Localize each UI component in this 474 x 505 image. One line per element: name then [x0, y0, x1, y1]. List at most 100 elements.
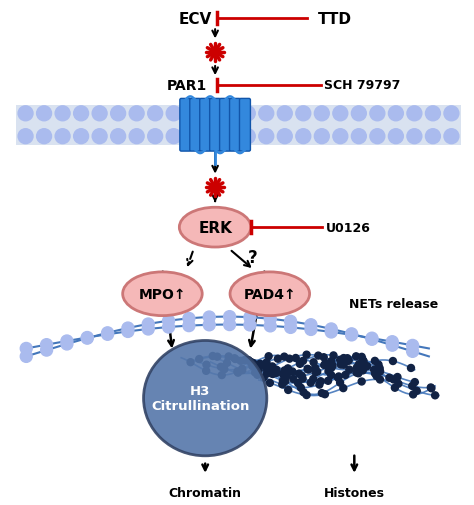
Circle shape: [255, 367, 262, 374]
Circle shape: [376, 376, 383, 383]
Circle shape: [358, 378, 365, 385]
Circle shape: [222, 107, 237, 122]
Circle shape: [254, 372, 261, 379]
Circle shape: [224, 360, 230, 367]
Circle shape: [304, 366, 311, 373]
Circle shape: [319, 390, 325, 397]
Circle shape: [148, 129, 163, 144]
Circle shape: [300, 358, 307, 365]
Circle shape: [284, 365, 292, 372]
Circle shape: [81, 332, 93, 344]
Circle shape: [286, 356, 293, 363]
Circle shape: [122, 322, 134, 334]
Circle shape: [279, 381, 286, 388]
Circle shape: [353, 353, 360, 360]
Circle shape: [427, 384, 434, 391]
Circle shape: [224, 319, 236, 331]
Circle shape: [299, 373, 305, 380]
Circle shape: [409, 383, 416, 390]
Circle shape: [296, 107, 311, 122]
Circle shape: [163, 322, 174, 333]
Circle shape: [129, 129, 144, 144]
Circle shape: [245, 357, 252, 364]
Circle shape: [346, 329, 357, 341]
Circle shape: [366, 334, 378, 345]
Circle shape: [340, 355, 347, 362]
Circle shape: [373, 373, 380, 380]
Circle shape: [247, 359, 254, 366]
Circle shape: [407, 107, 422, 122]
Circle shape: [337, 379, 344, 386]
Circle shape: [61, 335, 73, 347]
Ellipse shape: [179, 208, 251, 247]
Circle shape: [269, 371, 276, 378]
Circle shape: [249, 363, 256, 370]
Circle shape: [253, 362, 259, 369]
Circle shape: [355, 368, 362, 375]
Circle shape: [36, 129, 52, 144]
Circle shape: [325, 368, 332, 375]
Circle shape: [239, 367, 246, 374]
Circle shape: [410, 391, 417, 398]
Circle shape: [232, 356, 239, 363]
Circle shape: [394, 374, 401, 381]
Circle shape: [390, 376, 397, 383]
Circle shape: [185, 129, 200, 144]
Circle shape: [372, 370, 379, 377]
Circle shape: [81, 332, 93, 344]
Circle shape: [305, 324, 317, 336]
Circle shape: [364, 363, 371, 370]
Circle shape: [372, 358, 378, 365]
Circle shape: [359, 367, 366, 374]
Circle shape: [320, 354, 327, 361]
FancyBboxPatch shape: [200, 99, 210, 152]
Circle shape: [142, 323, 154, 335]
Text: MPO↑: MPO↑: [139, 287, 186, 301]
Circle shape: [355, 370, 362, 377]
Circle shape: [231, 355, 238, 362]
Circle shape: [101, 329, 114, 340]
Circle shape: [256, 361, 264, 368]
Circle shape: [203, 312, 215, 323]
Circle shape: [388, 129, 403, 144]
Circle shape: [264, 370, 271, 377]
Circle shape: [325, 378, 331, 384]
Text: ECV: ECV: [179, 12, 212, 27]
Circle shape: [277, 129, 292, 144]
Circle shape: [269, 363, 276, 370]
Circle shape: [273, 367, 280, 374]
Circle shape: [340, 385, 347, 392]
Circle shape: [36, 107, 52, 122]
Circle shape: [101, 327, 114, 339]
Circle shape: [73, 107, 89, 122]
Circle shape: [346, 367, 353, 373]
Circle shape: [413, 387, 420, 394]
Circle shape: [263, 359, 270, 366]
Circle shape: [284, 322, 297, 334]
Circle shape: [214, 354, 221, 361]
Circle shape: [337, 362, 345, 368]
Circle shape: [444, 107, 459, 122]
Ellipse shape: [123, 272, 202, 316]
Circle shape: [330, 352, 337, 359]
Circle shape: [335, 375, 341, 381]
FancyBboxPatch shape: [219, 99, 230, 152]
Circle shape: [300, 389, 307, 396]
Circle shape: [281, 367, 288, 374]
Circle shape: [328, 372, 335, 379]
Ellipse shape: [230, 272, 310, 316]
Text: NETs release: NETs release: [349, 297, 438, 311]
Circle shape: [203, 107, 218, 122]
Circle shape: [426, 107, 440, 122]
Circle shape: [376, 365, 383, 372]
Circle shape: [234, 368, 241, 375]
Circle shape: [353, 365, 360, 371]
Circle shape: [305, 319, 317, 331]
Circle shape: [372, 370, 379, 377]
Circle shape: [333, 107, 348, 122]
Circle shape: [92, 129, 107, 144]
Circle shape: [185, 107, 200, 122]
Circle shape: [353, 369, 360, 376]
Circle shape: [312, 369, 319, 376]
Circle shape: [370, 107, 385, 122]
